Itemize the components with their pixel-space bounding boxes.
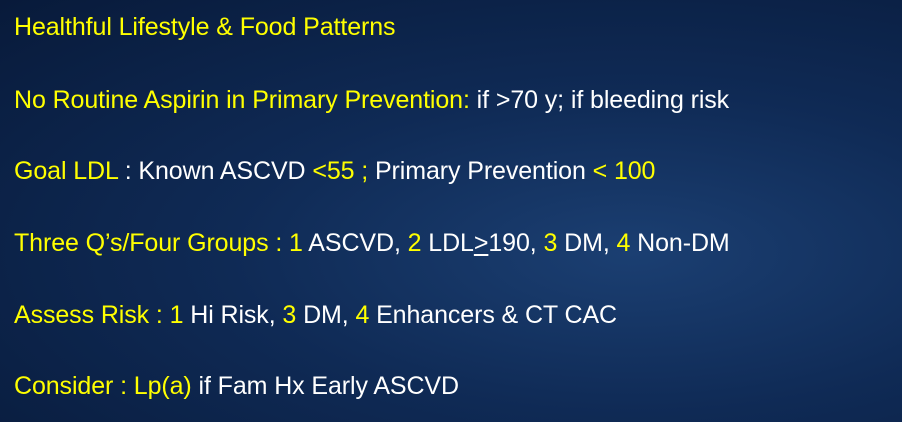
primary-prevention-label: Primary Prevention	[368, 157, 593, 185]
assess-risk-heading: Assess Risk :	[14, 301, 170, 329]
line-healthful-lifestyle: Healthful Lifestyle & Food Patterns	[14, 12, 396, 42]
risk-number-3: 3	[282, 301, 297, 329]
group-non-dm: Non-DM	[630, 229, 730, 257]
risk-dm: DM,	[296, 301, 356, 329]
group-ascvd: ASCVD,	[302, 229, 408, 257]
group-ldl-value: 190,	[488, 229, 544, 257]
line-assess-risk: Assess Risk : 1 Hi Risk, 3 DM, 4 Enhance…	[14, 300, 617, 330]
group-ldl-label: LDL	[421, 229, 474, 257]
three-qs-heading: Three Q’s/Four Groups :	[14, 229, 290, 257]
lifestyle-heading: Healthful Lifestyle & Food Patterns	[14, 13, 396, 41]
goal-ldl-heading: Goal LDL	[14, 157, 118, 185]
line-consider: Consider : Lp(a) if Fam Hx Early ASCVD	[14, 371, 459, 401]
consider-detail: if Fam Hx Early ASCVD	[191, 372, 460, 400]
group-number-1: 1	[289, 229, 303, 257]
line-aspirin: No Routine Aspirin in Primary Prevention…	[14, 85, 729, 115]
line-goal-ldl: Goal LDL : Known ASCVD <55 ; Primary Pre…	[14, 156, 655, 186]
primary-prevention-target: < 100	[592, 157, 656, 185]
risk-number-1: 1	[169, 301, 184, 329]
known-ascvd-target: <55 ;	[312, 157, 369, 185]
consider-heading: Consider : Lp(a)	[14, 372, 192, 400]
line-three-qs: Three Q’s/Four Groups : 1 ASCVD, 2 LDL>1…	[14, 228, 730, 258]
known-ascvd-label: : Known ASCVD	[117, 157, 313, 185]
risk-enhancers: Enhancers & CT CAC	[369, 301, 617, 329]
risk-number-4: 4	[355, 301, 370, 329]
greater-equal-symbol: >	[473, 229, 489, 257]
group-number-2: 2	[407, 229, 422, 257]
group-number-4: 4	[616, 229, 631, 257]
aspirin-heading: No Routine Aspirin in Primary Prevention…	[14, 86, 470, 114]
group-dm: DM,	[557, 229, 617, 257]
risk-hi-risk: Hi Risk,	[183, 301, 283, 329]
group-number-3: 3	[543, 229, 558, 257]
aspirin-detail: if >70 y; if bleeding risk	[469, 86, 730, 114]
